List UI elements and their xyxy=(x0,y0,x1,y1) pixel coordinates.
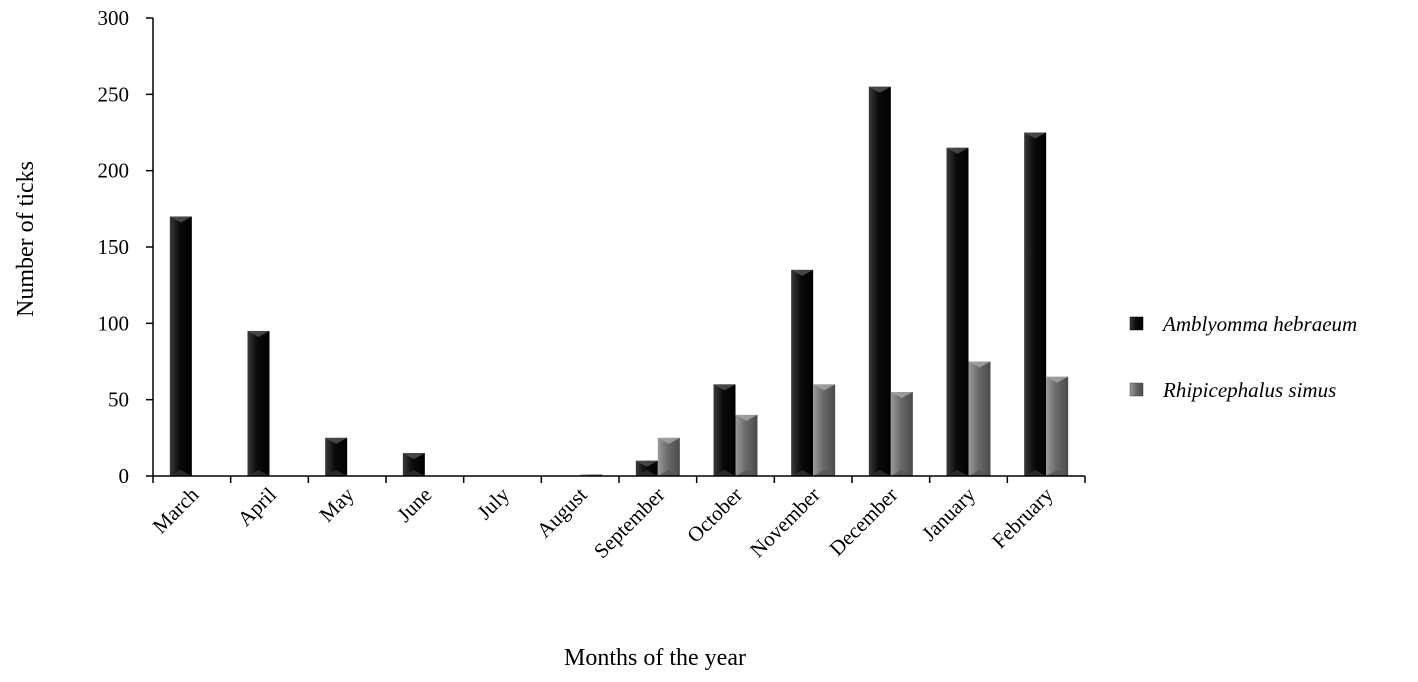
x-tick-label-october: October xyxy=(682,483,747,548)
bar-amblyomma-hebraeum-february xyxy=(1024,132,1047,476)
bar-body xyxy=(635,460,658,476)
bar-bevel-bottom xyxy=(968,470,991,476)
bar-amblyomma-hebraeum-january xyxy=(946,147,969,476)
bar-bevel-bottom xyxy=(169,470,192,476)
bar-rhipicephalus-simus-february xyxy=(1046,376,1069,476)
bar-amblyomma-hebraeum-may xyxy=(325,437,348,476)
bar-bevel-bottom xyxy=(946,470,969,476)
x-tick-label-february: February xyxy=(987,482,1058,553)
bar-amblyomma-hebraeum-april xyxy=(247,330,270,476)
bar-amblyomma-hebraeum-june xyxy=(402,453,425,476)
bar-bevel-bottom xyxy=(813,470,836,476)
bar-bevel-top xyxy=(968,361,991,368)
bar-body xyxy=(813,384,836,476)
bar-body xyxy=(868,86,891,476)
y-tick-label: 0 xyxy=(119,464,130,488)
x-tick-label-january: January xyxy=(917,482,981,546)
bar-amblyomma-hebraeum-september xyxy=(635,460,658,476)
bar-bevel-top xyxy=(635,460,658,467)
bar-bevel-top xyxy=(813,384,836,391)
bar-rhipicephalus-simus-august xyxy=(580,474,603,476)
x-tick-label-may: May xyxy=(315,482,360,527)
bar-bevel-bottom xyxy=(1024,470,1047,476)
y-tick-label: 300 xyxy=(98,6,130,30)
y-tick-label: 150 xyxy=(98,235,130,259)
x-tick-label-november: November xyxy=(745,483,825,563)
bar-bevel-top xyxy=(325,437,348,444)
bar-bevel-top xyxy=(402,453,425,460)
bar-amblyomma-hebraeum-december xyxy=(868,86,891,476)
y-tick-label: 100 xyxy=(98,311,130,335)
bar-bevel-top xyxy=(247,330,270,337)
x-tick-label-july: July xyxy=(472,482,514,524)
bar-bevel-bottom xyxy=(657,470,680,476)
bar-rhipicephalus-simus-november xyxy=(813,384,836,476)
y-tick-label: 250 xyxy=(98,82,130,106)
bar-bevel-bottom xyxy=(735,470,758,476)
bar-body xyxy=(946,147,969,476)
x-axis-title: Months of the year xyxy=(564,645,746,671)
bar-bevel-top xyxy=(735,414,758,421)
legend: Amblyomma hebraeum Rhipicephalus simus xyxy=(1129,312,1357,402)
bar-bevel-top xyxy=(713,384,736,391)
bar-bevel-bottom xyxy=(868,470,891,476)
bar-bevel-top xyxy=(1024,132,1047,139)
bar-body xyxy=(968,361,991,476)
bar-body xyxy=(735,414,758,476)
x-tick-label-september: September xyxy=(589,483,669,563)
bar-body xyxy=(169,216,192,476)
bar-bevel-top xyxy=(1046,376,1069,383)
bars-layer xyxy=(169,86,1069,476)
bar-body xyxy=(247,330,270,476)
y-ticks: 0 50 100 150 200 250 300 xyxy=(98,6,153,488)
bar-body xyxy=(713,384,736,476)
bar-amblyomma-hebraeum-march xyxy=(169,216,192,476)
bar-bevel-bottom xyxy=(1046,470,1069,476)
bar-bevel-top xyxy=(169,216,192,223)
bar-bevel-top xyxy=(791,269,814,276)
bar-bevel-bottom xyxy=(635,470,658,476)
y-axis-title: Number of ticks xyxy=(13,161,39,317)
x-tick-label-april: April xyxy=(233,482,281,530)
bar-bevel-bottom xyxy=(713,470,736,476)
bar-bevel-bottom xyxy=(402,470,425,476)
bar-rhipicephalus-simus-october xyxy=(735,414,758,476)
bar-bevel-top xyxy=(890,392,913,399)
bar-body xyxy=(657,437,680,476)
bar-bevel-bottom xyxy=(247,470,270,476)
x-tick-label-march: March xyxy=(148,482,204,538)
bar-rhipicephalus-simus-january xyxy=(968,361,991,476)
bar-bevel-top xyxy=(657,437,680,444)
bar-bevel-bottom xyxy=(890,470,913,476)
bar-bevel-top xyxy=(868,86,891,93)
bar-body xyxy=(1024,132,1047,476)
bar-body xyxy=(791,269,814,476)
bar-rhipicephalus-simus-december xyxy=(890,392,913,476)
y-tick-label: 200 xyxy=(98,159,130,183)
bar-amblyomma-hebraeum-october xyxy=(713,384,736,476)
x-tick-label-august: August xyxy=(532,482,592,542)
legend-label-amblyomma-hebraeum: Amblyomma hebraeum xyxy=(1161,312,1357,336)
bar-body xyxy=(890,392,913,476)
legend-swatch-rhipicephalus-simus xyxy=(1129,382,1144,397)
bar-body xyxy=(1046,376,1069,476)
x-tick-label-december: December xyxy=(824,483,902,561)
bar-amblyomma-hebraeum-november xyxy=(791,269,814,476)
bar-bevel-top xyxy=(946,147,969,154)
bar-bevel-bottom xyxy=(791,470,814,476)
bar-body xyxy=(402,453,425,476)
x-tick-label-june: June xyxy=(392,483,436,527)
bar-body xyxy=(325,437,348,476)
legend-label-rhipicephalus-simus: Rhipicephalus simus xyxy=(1162,378,1336,402)
bar-body xyxy=(580,474,603,476)
legend-swatch-amblyomma-hebraeum xyxy=(1129,316,1144,331)
bar-bevel-bottom xyxy=(325,470,348,476)
bar-rhipicephalus-simus-september xyxy=(657,437,680,476)
y-tick-label: 50 xyxy=(108,388,129,412)
